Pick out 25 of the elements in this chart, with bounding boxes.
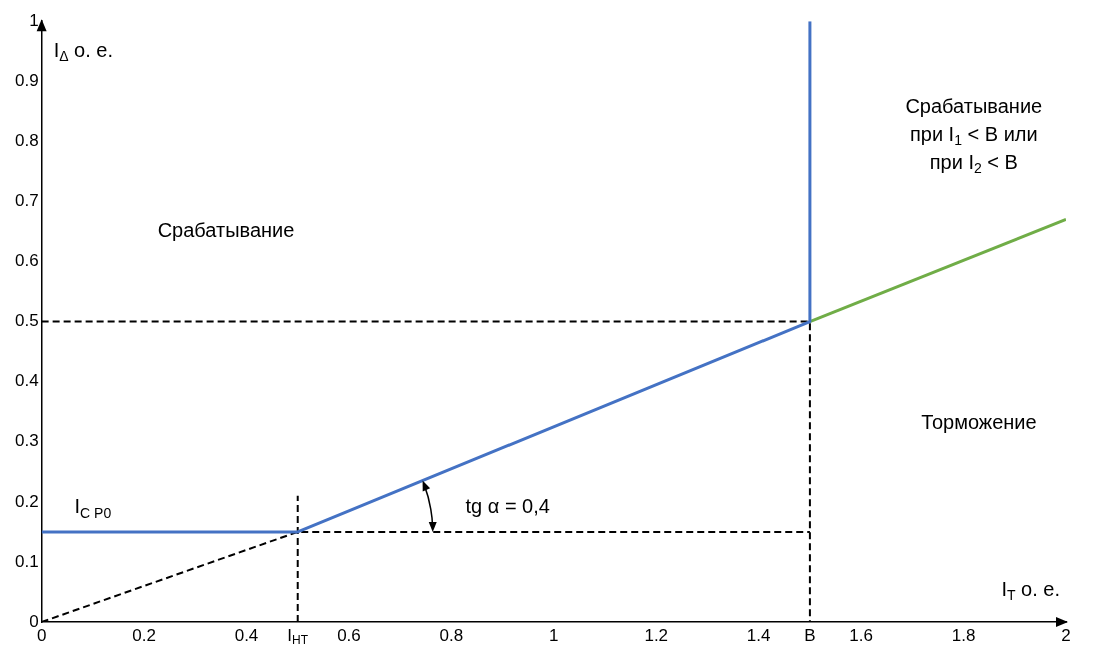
x-tick-label: B bbox=[804, 625, 816, 645]
annotation: Срабатывание bbox=[157, 219, 295, 241]
y-tick-label: 0.9 bbox=[14, 70, 39, 90]
x-tick-label: 0.8 bbox=[439, 625, 464, 645]
y-tick-label: 0 bbox=[29, 611, 39, 631]
y-tick-label: 0.7 bbox=[14, 191, 39, 211]
y-tick-label: 0.2 bbox=[14, 491, 39, 511]
x-tick-label: 1.2 bbox=[644, 625, 669, 645]
x-tick-label: 1.4 bbox=[746, 625, 771, 645]
x-tick-label: 0.4 bbox=[234, 625, 259, 645]
x-tick-label: 0.2 bbox=[132, 625, 156, 645]
y-tick-label: 0.5 bbox=[14, 311, 39, 331]
x-tick-label: 0.6 bbox=[337, 625, 361, 645]
y-tick-label: 0.6 bbox=[14, 251, 39, 271]
x-tick-label: 1.8 bbox=[951, 625, 976, 645]
y-tick-label: 1 bbox=[29, 10, 39, 30]
y-tick-label: 0.4 bbox=[14, 371, 39, 391]
annotation: tg α = 0,4 bbox=[465, 495, 550, 518]
x-tick-label: 1.6 bbox=[849, 625, 873, 645]
y-tick-label: 0.8 bbox=[14, 131, 39, 151]
x-tick-label: 1 bbox=[549, 625, 559, 645]
x-tick-label: 2 bbox=[1061, 625, 1071, 645]
y-tick-label: 0.1 bbox=[14, 551, 39, 571]
annotation: Торможение bbox=[921, 411, 1037, 434]
y-tick-label: 0.3 bbox=[14, 431, 39, 451]
